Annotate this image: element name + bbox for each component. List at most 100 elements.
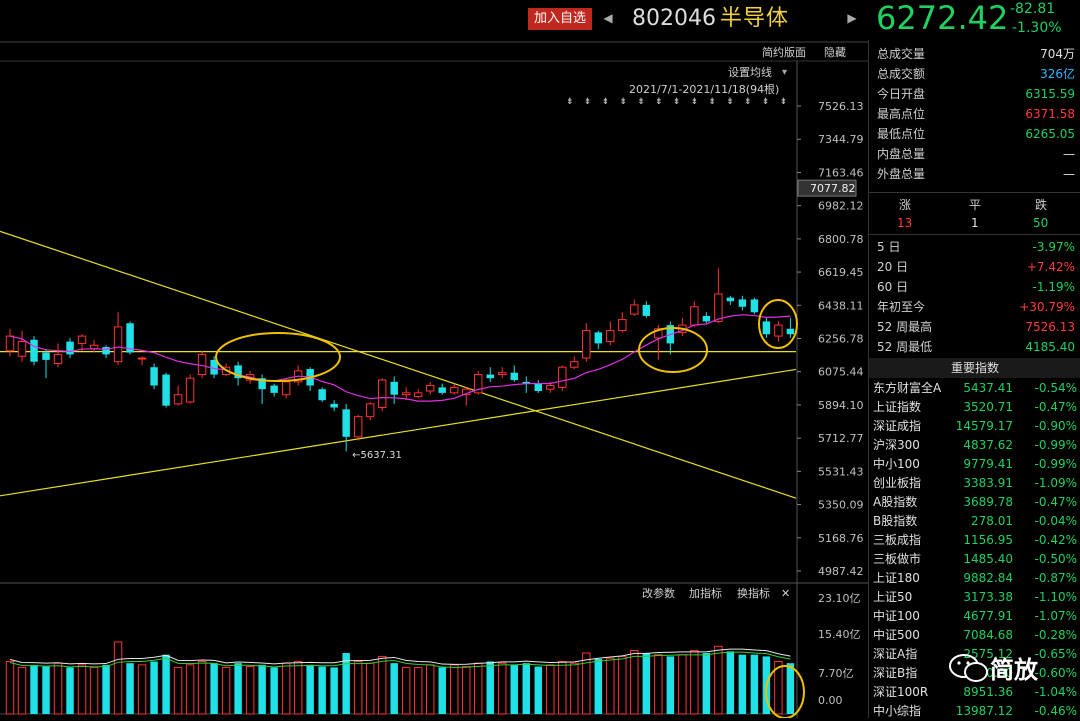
stat-value: 326亿: [1040, 67, 1075, 81]
index-row[interactable]: 上证指数 3520.71 -0.47%: [873, 398, 1077, 417]
candle-body: [654, 328, 663, 339]
current-price: 6272.42: [876, 0, 1009, 37]
volume-bar: [173, 666, 183, 715]
index-row[interactable]: 中小100 9779.41 -0.99%: [873, 455, 1077, 474]
candle-body: [270, 385, 278, 393]
volume-bar: [750, 654, 759, 714]
volume-bar: [137, 664, 147, 715]
index-pct: -1.04%: [1034, 685, 1077, 699]
current-value-marker: [797, 179, 857, 197]
volume-bar: [522, 663, 530, 714]
index-pct: -0.87%: [1034, 571, 1077, 585]
down-count: 50: [1033, 216, 1049, 230]
ma-settings-dropdown-icon[interactable]: ▾: [782, 67, 788, 78]
index-pct: -0.99%: [1034, 457, 1077, 471]
kline-chart[interactable]: 7526.13 7344.79 7163.46 6982.12 6800.78 6619.…: [0, 40, 868, 718]
index-pct: -1.07%: [1034, 609, 1077, 623]
index-row[interactable]: 三板做市 1485.40 -0.50%: [873, 550, 1077, 569]
volume-bar: [774, 660, 783, 715]
close-indicator-icon[interactable]: ✕: [781, 587, 791, 600]
period-row: 60 日 -1.19%: [877, 277, 1075, 297]
candle-body: [546, 385, 555, 390]
up-count: 13: [897, 216, 913, 230]
volume-bar: [666, 656, 675, 714]
stat-label: 最高点位: [877, 107, 926, 121]
y-tick-label: 6438.11: [818, 299, 864, 312]
volume-ma2-line: [9, 651, 791, 668]
index-row[interactable]: 深证A指 2575.12 -0.65%: [873, 645, 1077, 664]
candle-body: [5, 335, 15, 352]
down-label: 跌: [1035, 198, 1048, 212]
volume-bar: [702, 653, 711, 714]
candle-body: [606, 330, 615, 343]
previous-stock-arrow-icon[interactable]: ◀: [603, 11, 613, 25]
index-row[interactable]: 深证100R 8951.36 -1.04%: [873, 683, 1077, 702]
index-row[interactable]: 沪深300 4837.62 -0.99%: [873, 436, 1077, 455]
stat-value: 6371.58: [1025, 107, 1075, 121]
ma-settings-button[interactable]: 设置均线: [728, 66, 772, 79]
index-row[interactable]: 东方财富全A 5437.41 -0.54%: [873, 379, 1077, 398]
index-row[interactable]: 深证成指 14579.17 -0.90%: [873, 417, 1077, 436]
index-row[interactable]: A股指数 3689.78 -0.47%: [873, 493, 1077, 512]
stat-label: 总成交量: [877, 47, 926, 61]
volume-bar: [570, 662, 579, 715]
volume-bar: [126, 663, 134, 714]
add-to-watchlist-button[interactable]: 加入自选: [528, 8, 592, 30]
stat-label: 最低点位: [877, 127, 926, 141]
candle-body: [401, 392, 411, 396]
volume-bar: [425, 664, 435, 715]
period-row: 52 周最低 4185.40: [877, 337, 1075, 357]
volume-bar: [342, 653, 350, 714]
volume-bar: [486, 661, 494, 714]
candle-body: [53, 353, 63, 365]
switch-indicator-button[interactable]: 换指标: [737, 587, 770, 600]
index-row[interactable]: 三板成指 1156.95 -0.42%: [873, 531, 1077, 550]
important-indices-header: 重要指数: [869, 358, 1080, 378]
annotation-circle: [758, 299, 798, 349]
index-value: 5437.41: [963, 381, 1013, 395]
index-value: 3689.78: [963, 495, 1013, 509]
candle-body: [173, 394, 183, 405]
index-name: 中小综指: [873, 704, 922, 718]
index-value: 1156.95: [963, 533, 1013, 547]
stat-label: 外盘总量: [877, 167, 926, 181]
hide-button[interactable]: 隐藏: [824, 46, 846, 59]
y-tick-label: 5168.76: [818, 532, 864, 545]
change-params-button[interactable]: 改参数: [642, 587, 675, 600]
index-value: 1485.40: [963, 552, 1013, 566]
candle-body: [690, 306, 699, 326]
candle-body: [137, 357, 147, 360]
candle-body: [594, 332, 603, 344]
index-row[interactable]: 中证100 4677.91 -1.07%: [873, 607, 1077, 626]
add-indicator-button[interactable]: 加指标: [689, 587, 722, 600]
index-value: 4837.62: [963, 438, 1013, 452]
volume-bar: [197, 660, 207, 715]
volume-bar: [462, 666, 471, 715]
volume-bar: [642, 653, 651, 714]
index-row[interactable]: B股指数 278.01 -0.04%: [873, 512, 1077, 531]
index-row[interactable]: 中小综指 13987.12 -0.46%: [873, 702, 1077, 721]
index-pct: -0.04%: [1034, 514, 1077, 528]
stat-label: 内盘总量: [877, 147, 926, 161]
price-change: -82.81: [1010, 1, 1056, 17]
candle-body: [558, 366, 567, 388]
volume-bar: [281, 662, 291, 715]
index-pct: -0.50%: [1034, 552, 1077, 566]
index-row[interactable]: 中证500 7084.68 -0.28%: [873, 626, 1077, 645]
descending-trendline: [0, 230, 797, 499]
stat-row: 内盘总量 —: [877, 144, 1075, 164]
stat-value: 6265.05: [1025, 127, 1075, 141]
index-row[interactable]: 上证180 9882.84 -0.87%: [873, 569, 1077, 588]
volume-bar: [270, 667, 278, 714]
candle-body: [630, 304, 639, 315]
index-row[interactable]: 上证50 3173.38 -1.10%: [873, 588, 1077, 607]
y-tick-label: 4987.42: [818, 565, 864, 578]
period-value: +30.79%: [1019, 300, 1075, 314]
simple-layout-button[interactable]: 简约版面: [762, 46, 806, 59]
event-marker-icon: ⇟: [708, 97, 716, 107]
candle-body: [342, 409, 350, 437]
next-stock-arrow-icon[interactable]: ▶: [847, 11, 857, 25]
index-row[interactable]: 创业板指 3383.91 -1.09%: [873, 474, 1077, 493]
event-marker-icon: ⇟: [602, 97, 610, 107]
annotation-circle: [215, 332, 341, 382]
